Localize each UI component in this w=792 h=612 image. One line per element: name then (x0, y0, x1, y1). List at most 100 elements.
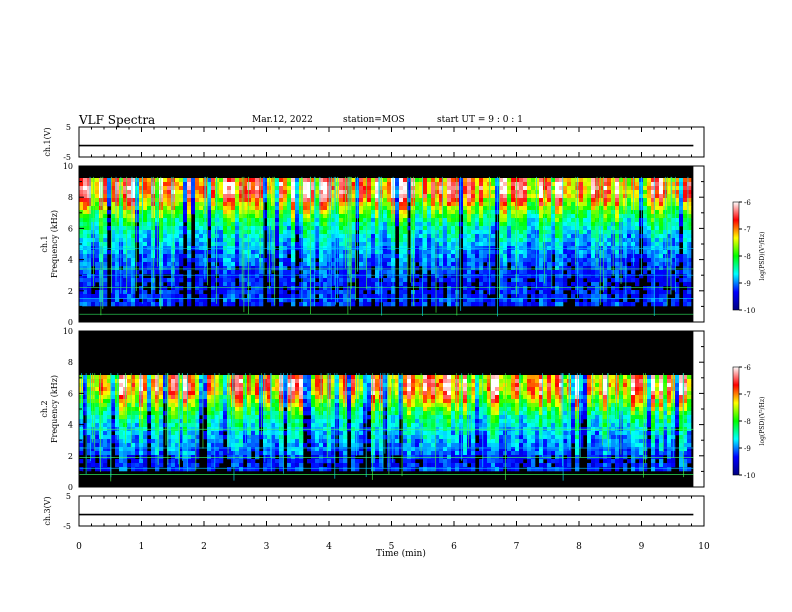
spectrogram-cell (583, 218, 588, 223)
spectrogram-cell (251, 214, 256, 219)
spectrogram-cell (491, 238, 496, 243)
spectrogram-cell (415, 266, 420, 271)
spectrogram-cell (515, 246, 520, 251)
spectrogram-cell (219, 242, 224, 247)
spectrogram-cell (79, 262, 84, 267)
spectrogram-cell (451, 282, 456, 287)
spectrogram-cell (383, 238, 388, 243)
spectrogram-cell (287, 190, 292, 195)
spectrogram-cell (415, 182, 420, 187)
spectrogram-cell (387, 186, 392, 191)
spectrogram-cell (431, 226, 436, 231)
spectrogram-cell (127, 210, 132, 215)
spectrogram-cell (303, 294, 308, 299)
spectrogram-cell (531, 298, 536, 303)
spectrogram-cell (131, 399, 136, 404)
spectrogram-cell (359, 286, 364, 291)
spectrogram-cell (79, 202, 84, 207)
spectrogram-cell (387, 278, 392, 283)
spectrogram-cell (99, 383, 104, 388)
spectrogram-cell (147, 270, 152, 275)
spectrogram-cell (319, 234, 324, 239)
spectrogram-cell (127, 463, 132, 468)
spectrogram-cell (379, 246, 384, 251)
spectrogram-cell (383, 182, 388, 187)
spectrogram-cell (487, 302, 492, 307)
spectrogram-cell (591, 182, 596, 187)
spectrogram-cell (447, 262, 452, 267)
spectrogram-cell (363, 278, 368, 283)
spectrogram-cell (235, 206, 240, 211)
spectrogram-cell (211, 254, 216, 259)
y-tick-label: 2 (68, 287, 73, 296)
spectrogram-cell (135, 391, 140, 396)
spectrogram-cell (607, 218, 612, 223)
spectrogram-cell (371, 254, 376, 259)
spectrogram-cell (331, 198, 336, 203)
spectrogram-cell (239, 258, 244, 263)
spectrogram-cell (211, 282, 216, 287)
spectrogram-cell (499, 254, 504, 259)
spectrogram-cell (635, 246, 640, 251)
spectrogram-cell (191, 258, 196, 263)
spectrogram-cell (115, 419, 120, 424)
spectrogram-cell (483, 242, 488, 247)
spectrogram-cell (435, 258, 440, 263)
spectrogram-cell (87, 274, 92, 279)
spectrogram-cell (211, 286, 216, 291)
spectrogram-cell (87, 286, 92, 291)
spectrogram-cell (143, 451, 148, 456)
spectrogram-cell (79, 451, 84, 456)
spectrogram-cell (503, 234, 508, 239)
spectrogram-cell (115, 286, 120, 291)
spectrogram-cell (303, 226, 308, 231)
spectrogram-cell (271, 282, 276, 287)
spectrogram-cell (587, 206, 592, 211)
spectrogram-cell (147, 198, 152, 203)
spectrogram-cell (563, 242, 568, 247)
spectrogram-cell (471, 262, 476, 267)
spectrogram-cell (511, 302, 516, 307)
spectrogram-cell (679, 222, 684, 227)
spectrogram-cell (559, 242, 564, 247)
spectrogram-cell (531, 178, 536, 183)
spectrogram-cell (551, 262, 556, 267)
spectrogram-cell (271, 302, 276, 307)
spectrogram-cell (83, 258, 88, 263)
spectrogram-cell (151, 302, 156, 307)
spectrogram-cell (647, 222, 652, 227)
spectrogram-cell (639, 274, 644, 279)
spectrogram-cell (591, 218, 596, 223)
spectrogram-cell (591, 186, 596, 191)
spectrogram-cell (599, 270, 604, 275)
spectrogram-cell (323, 194, 328, 199)
spectrogram-cell (283, 182, 288, 187)
spectrogram-cell (291, 290, 296, 295)
spectrogram-cell (339, 254, 344, 259)
spectrogram-cell (311, 274, 316, 279)
spectrogram-cell (571, 262, 576, 267)
spectrogram-cell (315, 234, 320, 239)
spectrogram-cell (603, 274, 608, 279)
spectrogram-cell (147, 210, 152, 215)
spectrogram-cell (191, 178, 196, 183)
spectrogram-cell (607, 298, 612, 303)
spectrogram-cell (671, 230, 676, 235)
spectrogram-cell (659, 242, 664, 247)
spectrogram-cell (99, 467, 104, 472)
spectrogram-cell (215, 290, 220, 295)
spectrogram-cell (483, 218, 488, 223)
spectrogram-cell (515, 270, 520, 275)
spectrogram-cell (195, 222, 200, 227)
spectrogram-cell (615, 290, 620, 295)
spectrogram-cell (363, 270, 368, 275)
spectrogram-cell (447, 270, 452, 275)
spectrogram-cell (659, 266, 664, 271)
spectrogram-cell (175, 226, 180, 231)
spectrogram-cell (303, 258, 308, 263)
spectrogram-cell (591, 178, 596, 183)
spectrogram-cell (223, 186, 228, 191)
spectrogram-cell (607, 214, 612, 219)
spectrogram-cell (199, 262, 204, 267)
spectrogram-cell (551, 214, 556, 219)
